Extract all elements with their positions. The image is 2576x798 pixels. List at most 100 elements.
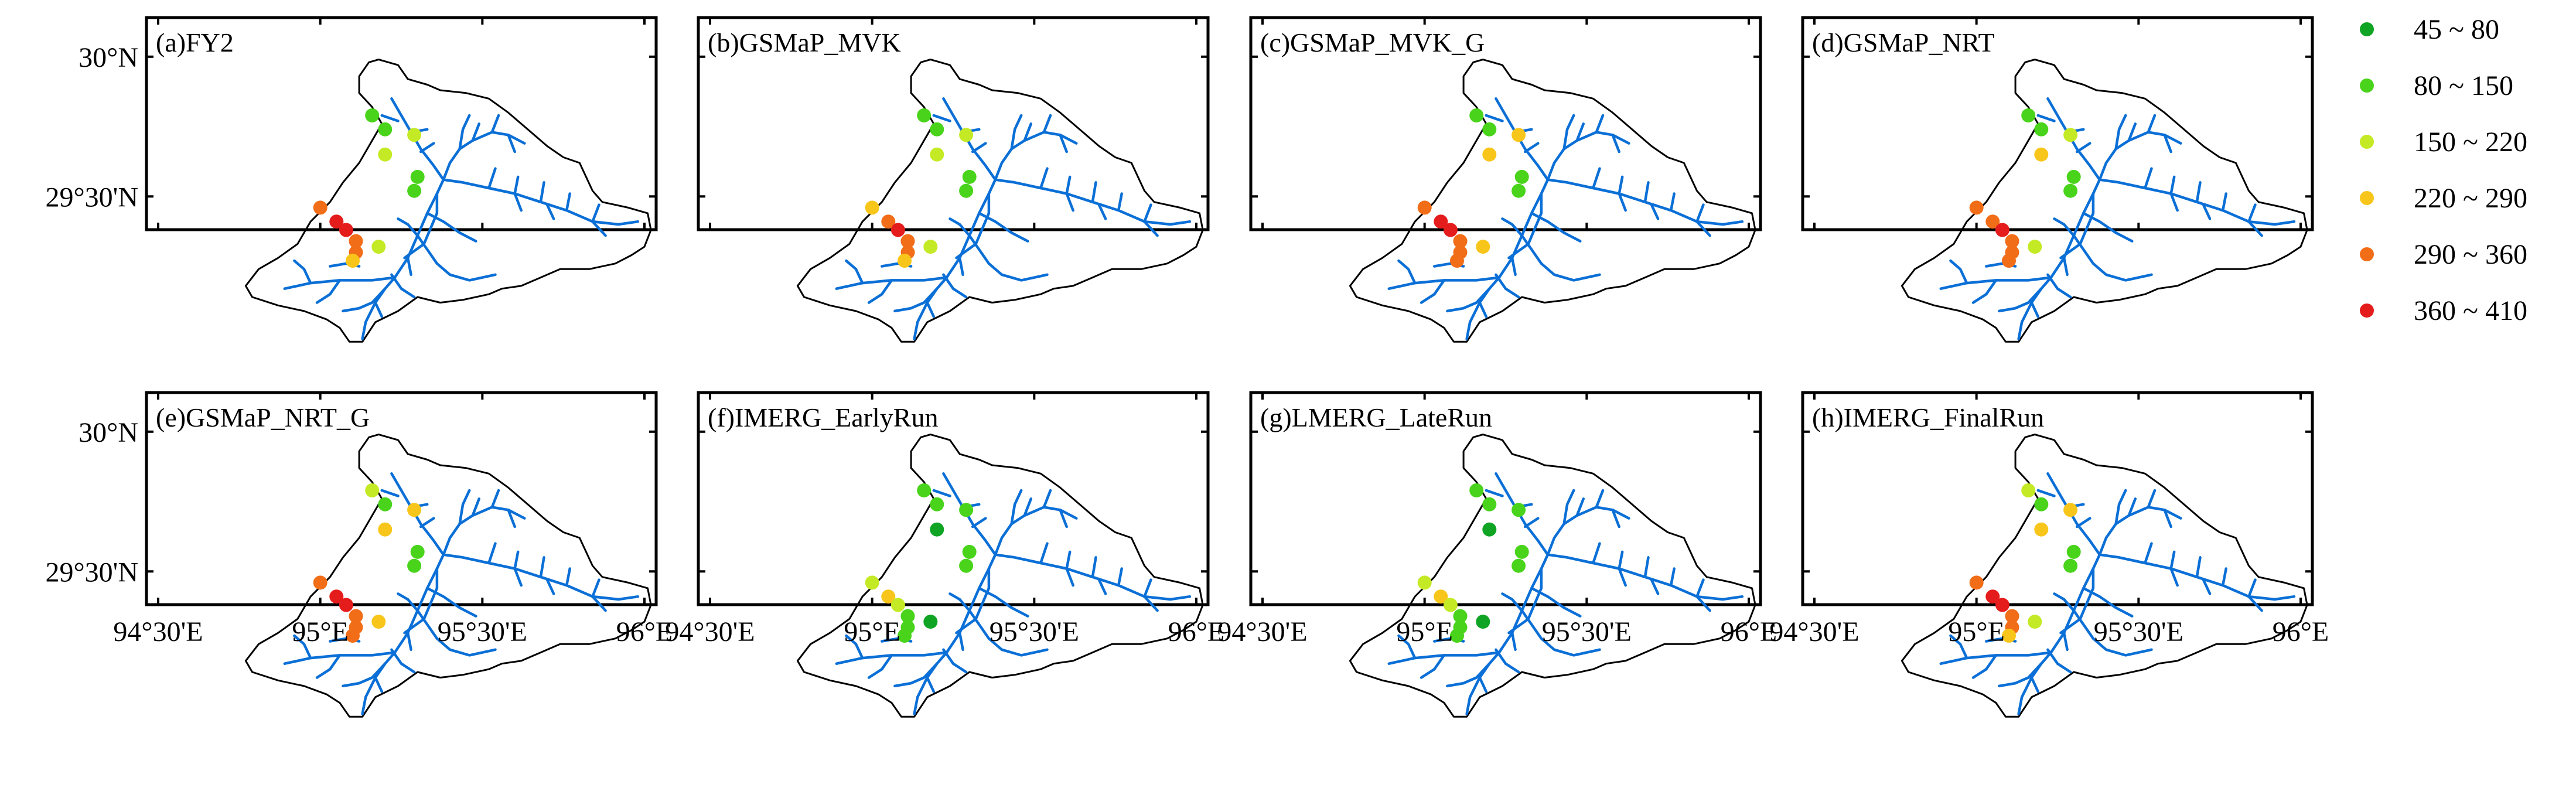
station-point [410,544,425,559]
station-point [2028,240,2042,254]
river-line [968,609,1049,657]
x-tick-label: 94°30'E [1217,616,1307,647]
river-line [1420,654,1446,679]
river-line [1495,273,1520,299]
river-line [1650,203,1660,220]
river-line [1065,550,1072,570]
station-point [1482,122,1497,137]
river-line [2127,122,2137,142]
x-tick-label: 96°E [2273,616,2329,647]
river-line [1397,259,1417,285]
station-point [349,609,363,623]
river-line [2114,114,2127,151]
station-point [378,522,393,537]
river-line [1669,567,1676,587]
watershed-boundary [796,59,1204,343]
station-point [329,214,344,229]
longitude-tick-labels: 94°30'E 95°E 95°30'E 96°E94°30'E 95°E 95°30'E… [113,616,2329,647]
legend-item: 80 ~ 150 [2360,70,2513,101]
river-line [1530,212,1582,243]
river-line [416,234,497,282]
map-panel: (f)IMERG_EarlyRun [697,391,1210,718]
watershed-boundary [1349,59,1756,343]
station-points [313,108,425,268]
y-tick-label: 29°30'N [45,557,138,588]
station-point [1469,483,1484,497]
map-panel: (e)GSMaP_NRT_G [145,391,658,718]
river-line [1520,609,1601,657]
station-point [2063,503,2078,517]
river-line [1065,175,1072,195]
map-panel: (b)GSMaP_MVK [697,16,1210,343]
station-point [2034,497,2049,511]
station-point [339,223,353,237]
river-line [2195,556,2202,579]
station-point [881,214,896,229]
river-line [1091,556,1097,579]
river-line [958,631,964,652]
station-point [959,503,974,517]
panel-label: (c)GSMaP_MVK_G [1260,28,1485,57]
river-line [1143,220,1159,237]
station-point [407,558,422,573]
river-line [380,114,400,122]
watershed-boundary [1901,434,2308,718]
river-line [539,181,545,204]
river-line [1065,192,1074,212]
river-line [1478,676,1488,693]
station-point [378,122,393,137]
station-point [930,522,944,537]
station-point [2063,558,2078,573]
river-line [2036,489,2056,497]
river-line [1998,662,2043,688]
river-line [2169,550,2176,570]
river-line [390,648,416,674]
river-network [835,472,1192,715]
river-line [2072,609,2153,657]
station-points [865,483,977,643]
river-line [2247,203,2257,223]
river-line [968,234,1049,282]
station-point [410,169,425,184]
watershed-boundary [1901,59,2308,343]
panel-label: (h)IMERG_FinalRun [1812,403,2044,432]
river-line [293,634,312,660]
river-line [1998,287,2043,313]
river-line [2059,192,2095,260]
watershed-boundary [244,59,652,343]
river-line [2053,217,2075,237]
station-point [1514,169,1529,184]
map-panel: (c)GSMaP_MVK_G [1249,16,1762,343]
river-line [1478,301,1488,318]
river-line [1143,203,1152,223]
river-line [1510,256,1517,277]
station-point [2066,544,2081,559]
station-point [1453,234,1468,248]
station-point [917,483,932,497]
legend-swatch [2360,22,2374,36]
river-line [1592,167,1601,190]
station-point [2063,183,2078,198]
river-line [374,301,384,318]
station-points [313,483,425,643]
river-line [1949,634,1968,660]
station-point [2002,254,2016,268]
river-line [513,175,520,195]
river-line [397,592,419,612]
river-line [1039,167,1049,190]
map-panel: (h)IMERG_FinalRun [1801,391,2314,718]
station-point [962,169,977,184]
panel-frame [145,16,658,231]
river-line [926,676,936,693]
station-point [2066,169,2081,184]
legend-swatch [2360,135,2374,149]
river-line [1611,134,1620,154]
panel-frame [1249,16,1762,231]
station-point [2034,122,2049,137]
river-line [1650,578,1660,595]
x-tick-label: 95°E [292,616,349,647]
station-point [959,128,974,142]
river-line [374,676,384,693]
panel-label: (d)GSMaP_NRT [1812,28,1995,57]
river-line [1695,578,1705,598]
